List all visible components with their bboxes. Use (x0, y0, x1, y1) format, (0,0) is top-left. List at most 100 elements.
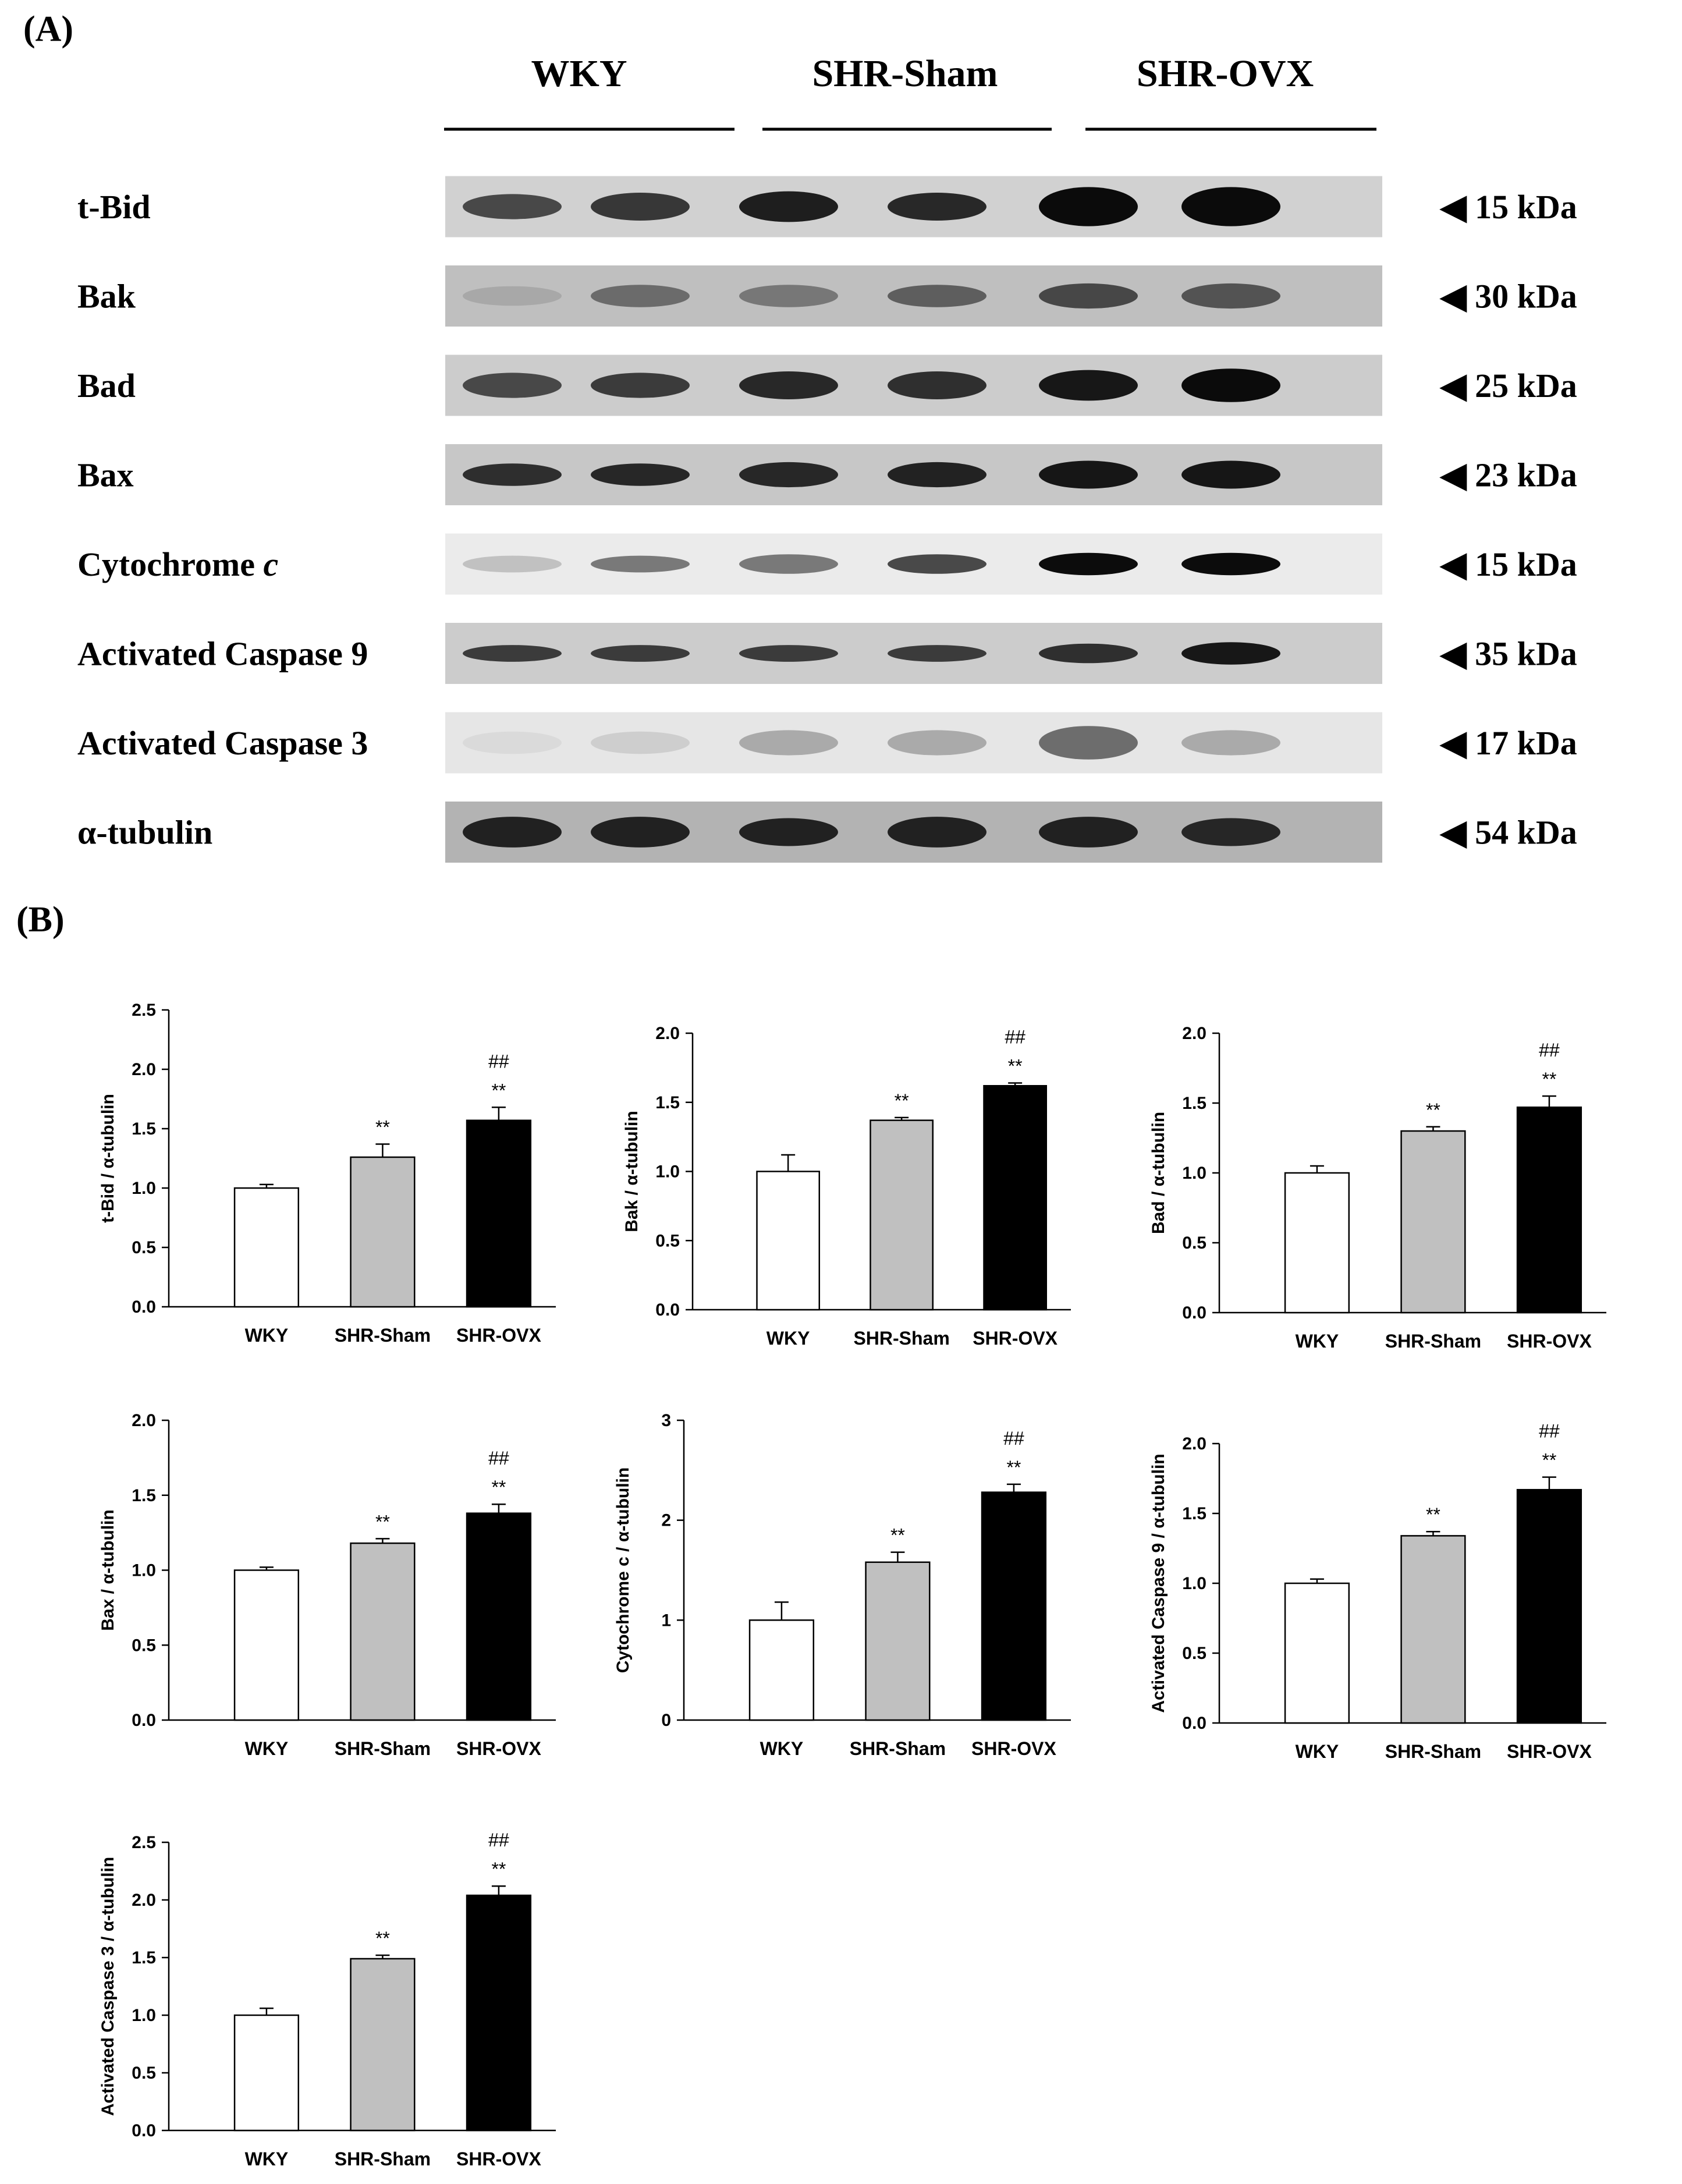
bar (466, 1894, 532, 2132)
blot-band (1181, 642, 1280, 665)
bar-chart: 0.0 0.5 1.0 1.5 2.0 2.5 t-Bid / α-tubulin WKY SH… (98, 1001, 556, 1346)
blot-band (739, 645, 838, 662)
y-tick-label: 1 (661, 1611, 671, 1630)
blot-band (463, 817, 562, 848)
category-label: WKY (1296, 1331, 1339, 1352)
bar (1400, 1535, 1466, 1724)
blot-band (739, 554, 838, 574)
category-label: SHR-Sham (1385, 1331, 1481, 1352)
protein-label: Activated Caspase 9 (77, 635, 368, 673)
blot-row: Bad ◀ 25 kDa (77, 354, 1577, 416)
y-axis-label: t-Bid / α-tubulin (98, 1094, 118, 1223)
blot-band (1181, 368, 1280, 402)
bar (748, 1619, 815, 1721)
molecular-weight-label: ◀ 25 kDa (1439, 367, 1577, 405)
bar (350, 1958, 416, 2132)
blot-band (1181, 730, 1280, 756)
protein-name-italic: c (263, 545, 278, 583)
blot-band (591, 193, 690, 221)
bar (466, 1119, 532, 1308)
y-tick-label: 2.0 (1182, 1434, 1207, 1453)
protein-name: Activated Caspase 9 (77, 635, 368, 673)
y-tick-label: 1.5 (132, 1119, 156, 1139)
y-tick-label: 0 (661, 1711, 671, 1730)
blot-band (1039, 643, 1138, 664)
blot-band (1039, 726, 1138, 760)
significance-marker: ** (375, 1511, 390, 1532)
y-tick-label: 2.0 (132, 1411, 156, 1430)
bar (1400, 1130, 1466, 1314)
bar (1516, 1488, 1582, 1724)
protein-name: Bax (77, 456, 134, 494)
blot-row: Activated Caspase 9 ◀ 35 kDa (77, 623, 1577, 684)
group-header: SHR-Sham (812, 52, 998, 95)
blot-band (463, 555, 562, 573)
significance-marker: ** (1542, 1450, 1556, 1471)
y-tick-label: 1.5 (1182, 1094, 1207, 1113)
significance-marker: ## (488, 1448, 509, 1469)
blot-band (1181, 187, 1280, 226)
group-headers: WKY SHR-Sham SHR-OVX (444, 52, 1376, 131)
bar-chart: 0 1 2 3 Cytochrome c / α-tubulin WKY SHR-Sham *… (613, 1411, 1071, 1759)
bar (466, 1512, 532, 1721)
significance-marker: ** (1542, 1069, 1556, 1090)
category-label: WKY (245, 1738, 289, 1759)
significance-marker: ** (890, 1525, 905, 1546)
bar (233, 1569, 300, 1721)
blot-row: t-Bid ◀ 15 kDa (77, 176, 1577, 237)
significance-marker: ** (895, 1090, 909, 1111)
blot-row: Bak ◀ 30 kDa (77, 265, 1577, 327)
group-header: SHR-OVX (1137, 52, 1314, 95)
blot-band (888, 193, 987, 221)
significance-marker: ** (1008, 1056, 1023, 1077)
bar (350, 1542, 416, 1721)
y-tick-label: 2 (661, 1511, 671, 1530)
blot-band (1039, 187, 1138, 226)
bar (233, 2014, 300, 2132)
significance-marker: ** (1426, 1100, 1440, 1121)
blot-band (591, 285, 690, 307)
blot-band (463, 645, 562, 662)
panel-b: (B) 0.0 0.5 1.0 1.5 2.0 2.5 t-Bid / α-tubulin W… (16, 900, 1606, 2169)
blot-band (463, 194, 562, 219)
blot-band (591, 817, 690, 848)
protein-name: t-Bid (77, 188, 151, 226)
molecular-weight-label: ◀ 54 kDa (1439, 814, 1577, 852)
significance-marker: ** (375, 1117, 390, 1138)
significance-marker: ** (491, 1859, 506, 1880)
bar (350, 1156, 416, 1308)
blot-row: Cytochrome c ◀ 15 kDa (77, 533, 1577, 595)
blot-band (591, 731, 690, 754)
significance-marker: ## (1539, 1421, 1560, 1442)
bar-chart: 0.0 0.5 1.0 1.5 2.0 Bax / α-tubulin WKY SHR-Sha… (98, 1411, 556, 1759)
blot-rows: t-Bid ◀ 15 kDa Bak ◀ 30 kDa Bad ◀ 25 kDa Bax ◀ … (77, 176, 1577, 863)
category-label: WKY (245, 2148, 289, 2169)
blot-band (888, 554, 987, 574)
bar-charts: 0.0 0.5 1.0 1.5 2.0 2.5 t-Bid / α-tubulin WKY SH… (98, 1001, 1606, 2169)
blot-band (463, 731, 562, 754)
category-label: SHR-Sham (853, 1328, 949, 1349)
bar (983, 1085, 1047, 1311)
molecular-weight-label: ◀ 15 kDa (1439, 545, 1577, 583)
significance-marker: ** (491, 1477, 506, 1498)
significance-marker: ## (1003, 1428, 1024, 1449)
y-tick-label: 0.5 (132, 1238, 156, 1257)
protein-label: Bax (77, 456, 134, 494)
significance-marker: ## (488, 1830, 509, 1850)
blot-band (463, 286, 562, 306)
category-label: SHR-OVX (456, 1738, 541, 1759)
y-axis-label: Activated Caspase 9 / α-tubulin (1149, 1453, 1168, 1713)
y-tick-label: 2.0 (132, 1891, 156, 1910)
molecular-weight-label: ◀ 17 kDa (1439, 724, 1577, 762)
y-tick-label: 0.0 (132, 2121, 156, 2140)
blot-band (888, 817, 987, 848)
blot-band (888, 645, 987, 662)
y-tick-label: 2.5 (132, 1001, 156, 1020)
blot-band (463, 373, 562, 398)
y-tick-label: 1.5 (132, 1948, 156, 1967)
blot-band (739, 462, 838, 488)
panel-a: (A) WKY SHR-Sham SHR-OVX t-Bid ◀ 15 kDa Bak ◀… (23, 9, 1577, 863)
bar (756, 1171, 820, 1311)
blot-band (1039, 817, 1138, 848)
